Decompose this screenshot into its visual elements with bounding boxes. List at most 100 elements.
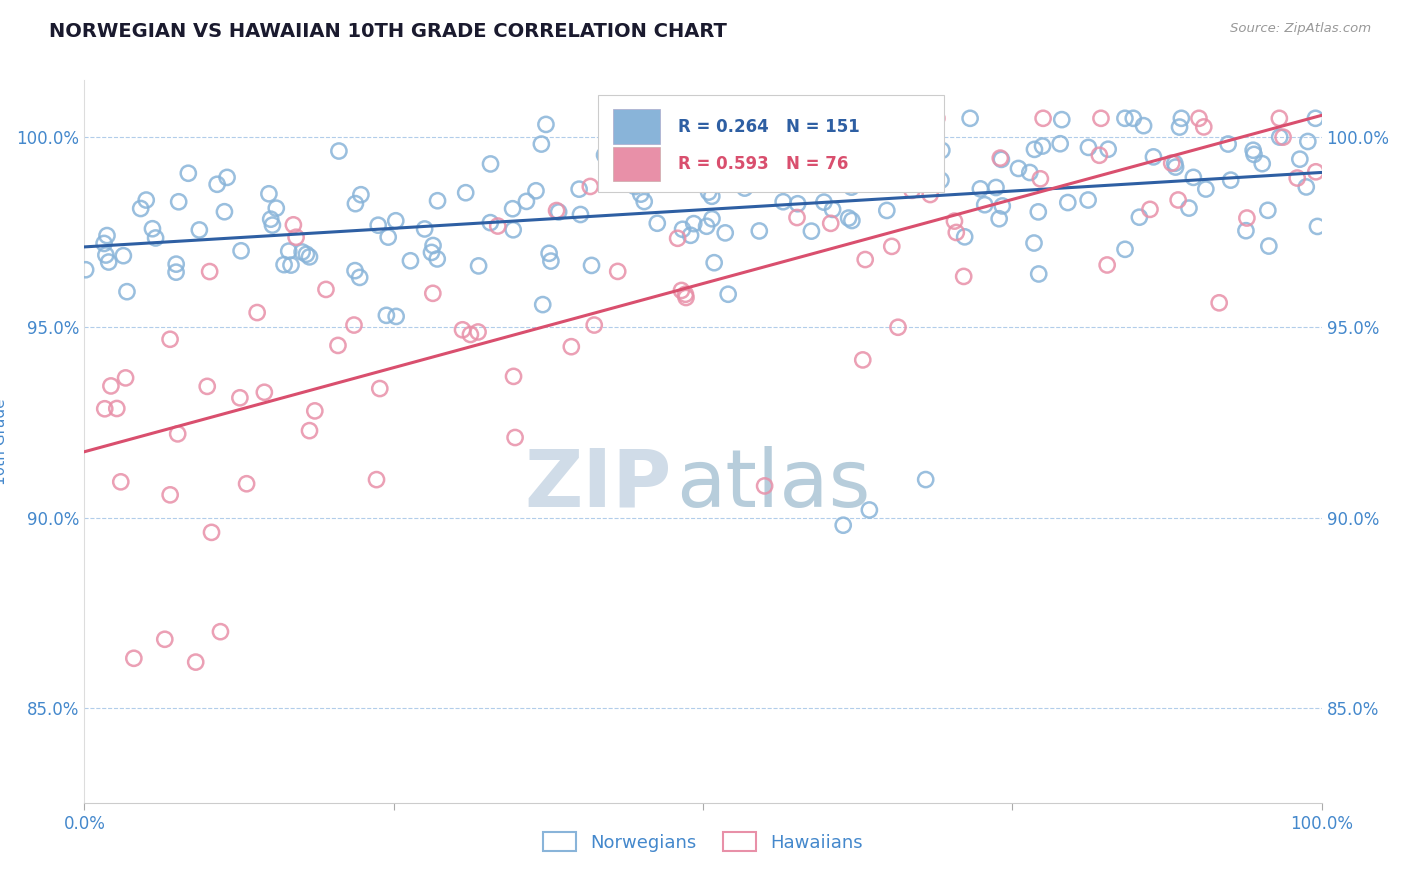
Point [1122, 112, 1144, 126]
Point [1234, 224, 1257, 238]
Point [304, 404, 326, 418]
Point [876, 203, 898, 218]
Point [880, 239, 903, 253]
Point [1164, 160, 1187, 174]
Point [682, 217, 704, 231]
Point [1170, 112, 1192, 126]
Point [1090, 112, 1112, 126]
Point [1178, 201, 1201, 215]
Point [630, 187, 652, 202]
Point [273, 258, 295, 272]
Point [1305, 165, 1327, 179]
Point [122, 651, 145, 665]
Point [467, 259, 489, 273]
Point [1288, 152, 1310, 166]
Point [413, 222, 436, 236]
Point [671, 222, 693, 236]
Point [177, 166, 200, 180]
Point [915, 129, 938, 144]
Point [581, 259, 603, 273]
Point [260, 212, 283, 227]
Text: NORWEGIAN VS HAWAIIAN 10TH GRADE CORRELATION CHART: NORWEGIAN VS HAWAIIAN 10TH GRADE CORRELA… [49, 22, 727, 41]
Point [188, 223, 211, 237]
Point [754, 161, 776, 175]
Point [723, 136, 745, 150]
Point [426, 252, 449, 266]
FancyBboxPatch shape [598, 95, 945, 193]
Point [344, 196, 367, 211]
Point [931, 144, 953, 158]
Point [1022, 235, 1045, 250]
Point [638, 136, 661, 150]
Text: Source: ZipAtlas.com: Source: ZipAtlas.com [1230, 22, 1371, 36]
Text: R = 0.593   N = 76: R = 0.593 N = 76 [678, 155, 849, 173]
Point [280, 258, 302, 272]
Point [277, 244, 299, 259]
Point [253, 385, 276, 400]
Point [984, 180, 1007, 194]
Point [799, 153, 821, 168]
Point [969, 182, 991, 196]
Point [422, 238, 444, 252]
Point [1236, 211, 1258, 225]
Point [454, 186, 477, 200]
Point [785, 158, 807, 172]
Point [901, 183, 924, 197]
Point [925, 112, 948, 126]
Point [75, 262, 97, 277]
Point [943, 214, 966, 228]
Point [166, 426, 188, 441]
Point [266, 201, 288, 215]
Point [479, 157, 502, 171]
Point [366, 473, 388, 487]
Point [661, 172, 683, 186]
Point [852, 352, 875, 367]
Point [858, 503, 880, 517]
Point [1219, 173, 1241, 187]
Point [141, 221, 163, 235]
Point [349, 270, 371, 285]
Point [129, 202, 152, 216]
Point [568, 182, 591, 196]
Point [524, 184, 547, 198]
Point [1168, 120, 1191, 134]
Point [821, 202, 844, 217]
Point [1097, 142, 1119, 156]
Point [1192, 120, 1215, 134]
Point [467, 325, 489, 339]
Point [800, 224, 823, 238]
Point [920, 187, 942, 202]
Point [1026, 205, 1049, 219]
Point [952, 269, 974, 284]
Point [703, 256, 725, 270]
Point [100, 379, 122, 393]
Point [593, 148, 616, 162]
Point [159, 488, 181, 502]
Point [540, 254, 562, 268]
Point [546, 203, 568, 218]
Point [1088, 148, 1111, 162]
Point [235, 476, 257, 491]
Point [1257, 239, 1279, 253]
Point [583, 318, 606, 332]
Point [214, 204, 236, 219]
Point [93, 401, 115, 416]
Point [924, 112, 946, 126]
Point [1208, 295, 1230, 310]
Point [897, 140, 920, 154]
Point [531, 297, 554, 311]
Point [853, 252, 876, 267]
Point [1182, 170, 1205, 185]
Point [1167, 193, 1189, 207]
Point [153, 632, 176, 647]
Point [696, 219, 718, 234]
Point [547, 205, 569, 219]
Legend: Norwegians, Hawaiians: Norwegians, Hawaiians [536, 825, 870, 859]
Point [291, 245, 314, 260]
Point [1018, 165, 1040, 179]
Point [343, 318, 366, 332]
Point [1077, 193, 1099, 207]
Point [1257, 203, 1279, 218]
Point [675, 287, 697, 301]
Point [114, 371, 136, 385]
